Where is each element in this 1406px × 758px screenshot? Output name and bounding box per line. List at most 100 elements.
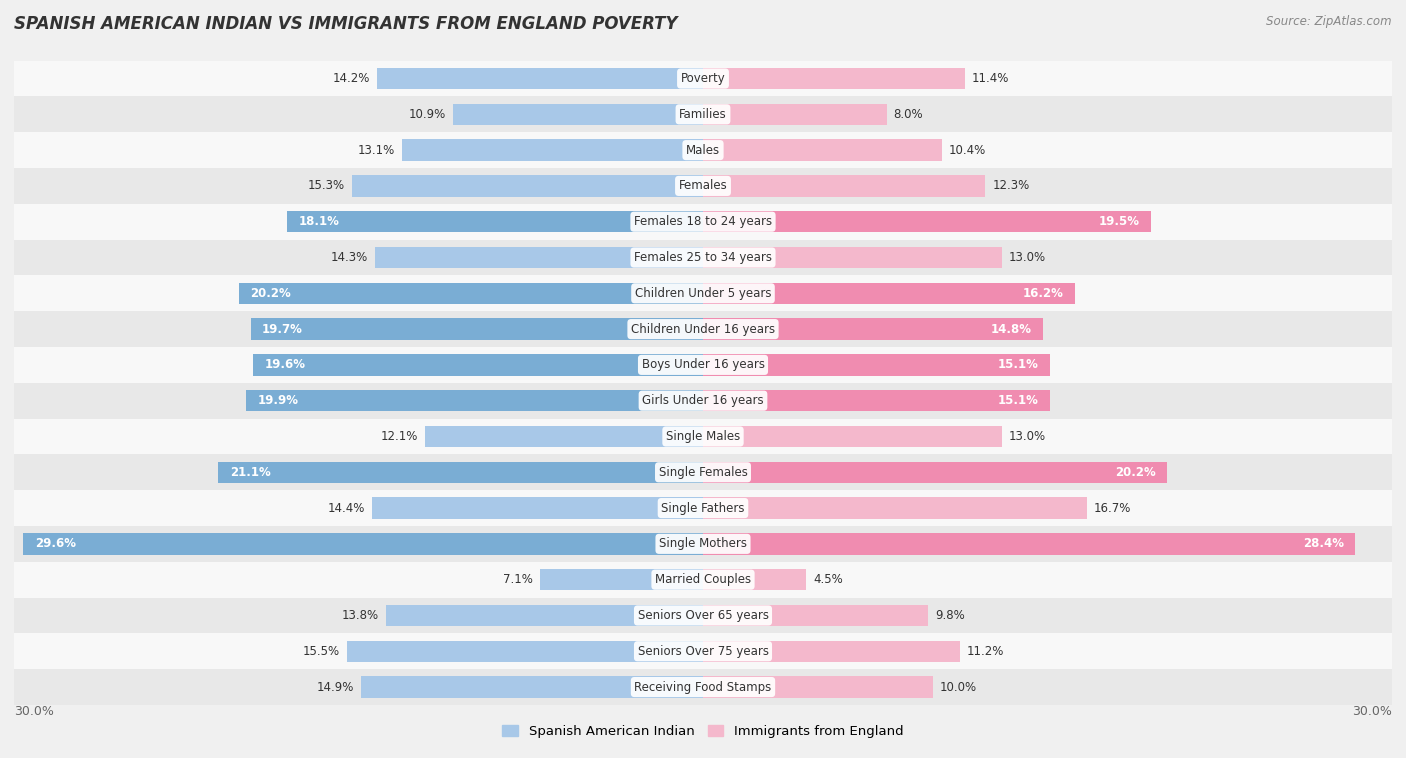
Bar [14, 204, 1392, 240]
Text: Males: Males [686, 143, 720, 157]
Text: 16.7%: 16.7% [1094, 502, 1130, 515]
Bar [703, 676, 932, 698]
Bar [703, 211, 1152, 233]
Bar [703, 641, 960, 662]
Text: 20.2%: 20.2% [1115, 465, 1156, 479]
Bar [347, 641, 703, 662]
Text: Children Under 16 years: Children Under 16 years [631, 323, 775, 336]
Bar [703, 318, 1043, 340]
Bar [14, 418, 1392, 454]
Text: 12.3%: 12.3% [993, 180, 1029, 193]
Text: Females: Females [679, 180, 727, 193]
Text: 13.1%: 13.1% [359, 143, 395, 157]
Text: Families: Families [679, 108, 727, 121]
Text: 18.1%: 18.1% [299, 215, 340, 228]
Bar [14, 597, 1392, 634]
Text: 4.5%: 4.5% [813, 573, 844, 586]
Bar [239, 283, 703, 304]
Bar [373, 497, 703, 518]
Bar [14, 490, 1392, 526]
Bar [361, 676, 703, 698]
Bar [703, 354, 1050, 376]
Text: 20.2%: 20.2% [250, 287, 291, 300]
Bar [14, 96, 1392, 132]
Text: Poverty: Poverty [681, 72, 725, 85]
Text: Single Females: Single Females [658, 465, 748, 479]
Text: 14.3%: 14.3% [330, 251, 368, 264]
Text: 15.1%: 15.1% [997, 394, 1038, 407]
Bar [14, 383, 1392, 418]
Text: 19.5%: 19.5% [1098, 215, 1139, 228]
Bar [14, 312, 1392, 347]
Text: 13.8%: 13.8% [342, 609, 380, 622]
Bar [703, 104, 887, 125]
Bar [14, 669, 1392, 705]
Text: 15.3%: 15.3% [308, 180, 344, 193]
Text: 19.6%: 19.6% [264, 359, 305, 371]
Text: Seniors Over 75 years: Seniors Over 75 years [637, 645, 769, 658]
Text: 15.1%: 15.1% [997, 359, 1038, 371]
Text: Single Fathers: Single Fathers [661, 502, 745, 515]
Bar [703, 533, 1355, 555]
Bar [703, 247, 1001, 268]
Text: 10.0%: 10.0% [939, 681, 977, 694]
Text: Children Under 5 years: Children Under 5 years [634, 287, 772, 300]
Bar [703, 67, 965, 89]
Bar [14, 275, 1392, 312]
Text: Females 18 to 24 years: Females 18 to 24 years [634, 215, 772, 228]
Bar [218, 462, 703, 483]
Text: 14.4%: 14.4% [328, 502, 366, 515]
Bar [14, 634, 1392, 669]
Text: 30.0%: 30.0% [14, 705, 53, 718]
Text: 28.4%: 28.4% [1303, 537, 1344, 550]
Text: SPANISH AMERICAN INDIAN VS IMMIGRANTS FROM ENGLAND POVERTY: SPANISH AMERICAN INDIAN VS IMMIGRANTS FR… [14, 15, 678, 33]
Text: 14.9%: 14.9% [316, 681, 354, 694]
Bar [703, 283, 1076, 304]
Text: Seniors Over 65 years: Seniors Over 65 years [637, 609, 769, 622]
Bar [703, 175, 986, 196]
Bar [374, 247, 703, 268]
Bar [377, 67, 703, 89]
Bar [703, 139, 942, 161]
Legend: Spanish American Indian, Immigrants from England: Spanish American Indian, Immigrants from… [498, 720, 908, 744]
Text: Girls Under 16 years: Girls Under 16 years [643, 394, 763, 407]
Text: 16.2%: 16.2% [1022, 287, 1063, 300]
Text: 19.9%: 19.9% [257, 394, 298, 407]
Text: Source: ZipAtlas.com: Source: ZipAtlas.com [1267, 15, 1392, 28]
Text: Single Mothers: Single Mothers [659, 537, 747, 550]
Bar [453, 104, 703, 125]
Bar [14, 347, 1392, 383]
Bar [14, 454, 1392, 490]
Bar [14, 132, 1392, 168]
Text: 30.0%: 30.0% [1353, 705, 1392, 718]
Text: 10.9%: 10.9% [409, 108, 446, 121]
Text: Single Males: Single Males [666, 430, 740, 443]
Text: Boys Under 16 years: Boys Under 16 years [641, 359, 765, 371]
Bar [540, 569, 703, 590]
Text: 13.0%: 13.0% [1008, 251, 1046, 264]
Text: Married Couples: Married Couples [655, 573, 751, 586]
Text: 19.7%: 19.7% [262, 323, 302, 336]
Text: 7.1%: 7.1% [503, 573, 533, 586]
Text: 21.1%: 21.1% [231, 465, 271, 479]
Text: 14.8%: 14.8% [990, 323, 1032, 336]
Text: 14.2%: 14.2% [333, 72, 370, 85]
Bar [246, 390, 703, 412]
Text: 15.5%: 15.5% [304, 645, 340, 658]
Bar [287, 211, 703, 233]
Bar [14, 562, 1392, 597]
Text: 29.6%: 29.6% [35, 537, 76, 550]
Text: 10.4%: 10.4% [949, 143, 986, 157]
Bar [703, 569, 807, 590]
Text: Receiving Food Stamps: Receiving Food Stamps [634, 681, 772, 694]
Bar [703, 605, 928, 626]
Text: 11.2%: 11.2% [967, 645, 1004, 658]
Text: 11.4%: 11.4% [972, 72, 1010, 85]
Text: Females 25 to 34 years: Females 25 to 34 years [634, 251, 772, 264]
Bar [24, 533, 703, 555]
Bar [250, 318, 703, 340]
Text: 8.0%: 8.0% [894, 108, 924, 121]
Bar [352, 175, 703, 196]
Bar [703, 426, 1001, 447]
Bar [703, 462, 1167, 483]
